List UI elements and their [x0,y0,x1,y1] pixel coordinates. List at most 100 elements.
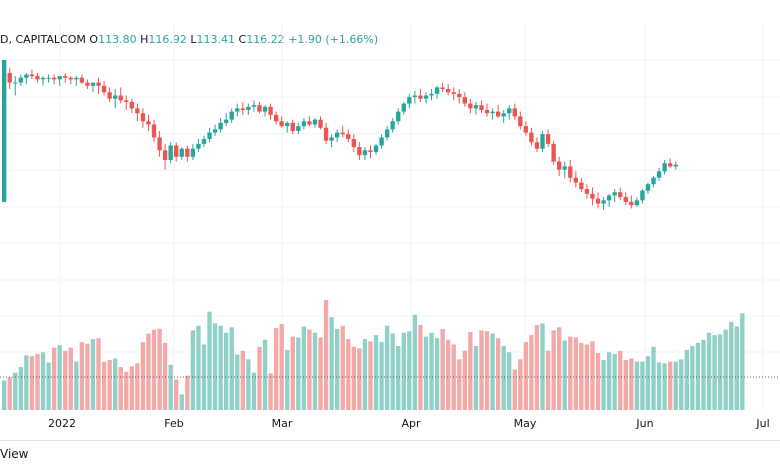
volume-bar [351,346,356,410]
x-tick-label: Jul [755,417,769,430]
volume-bar [618,350,623,410]
volume-bar [595,353,601,410]
candle-body [629,201,634,206]
candle-body [179,148,184,157]
candle-body [529,132,534,143]
x-tick-label: May [514,417,537,430]
volume-bar [473,346,479,410]
volume-bar [673,361,678,410]
volume-bar [279,324,284,410]
candle-body [335,132,340,138]
candle-body [2,60,7,202]
candle-body [507,108,512,114]
price-chart[interactable]: 2022 Feb Mar Apr May Jun Jul [0,24,780,440]
footer-label[interactable]: View [0,447,29,461]
candle-body [423,95,429,99]
open-value: 113.80 [98,33,137,46]
volume-bar [118,367,123,410]
volume-bar [501,346,506,410]
volume-bar [362,339,368,410]
volume-bar [268,373,273,410]
volume-bar [590,341,595,410]
x-tick-label: Jun [635,417,653,430]
change-value: +1.90 (+1.66%) [288,33,379,46]
volume-bar [246,359,251,410]
candle-body [401,103,406,112]
volume-bar [396,346,401,410]
candle-body [396,111,401,122]
candle-body [46,77,51,79]
candle-body [573,177,578,183]
close-value: 116.22 [246,33,285,46]
candle-body [373,145,379,152]
volume-bar [157,328,162,410]
candle-body [113,95,118,99]
volume-bar [507,352,512,410]
volume-bar [640,361,645,410]
candle-body [362,150,368,156]
open-label: O [89,33,99,46]
top-toolbar [0,0,780,24]
volume-bar [68,347,73,410]
volume-bar [512,369,517,410]
volume-bar [185,375,190,410]
candle-body [473,105,479,109]
candle-body [224,119,229,123]
candle-body [157,137,162,151]
candle-body [57,76,62,80]
volume-bar [623,360,628,410]
candle-body [618,192,623,198]
low-value: 113.41 [196,33,236,46]
candle-body [29,74,35,77]
volume-bar [518,359,523,410]
candle-body [379,137,384,146]
candle-body [90,82,96,86]
symbol-name[interactable]: D, CAPITALCOM [0,33,86,46]
volume-bar [545,350,551,410]
candle-body [63,76,68,78]
volume-bar [285,349,290,410]
volume-bar [629,358,634,410]
volume-bar [257,346,262,410]
volume-bar [35,353,40,410]
candle-body [7,72,12,83]
volume-bar [484,331,490,410]
x-axis: 2022 Feb Mar Apr May Jun Jul [48,417,770,430]
candle-body [412,95,418,98]
candle-body [268,106,273,115]
volume-bar [113,358,118,410]
candle-body [540,134,545,149]
candle-body [645,184,651,191]
x-tick-label: Feb [164,417,183,430]
candle-body [429,93,434,96]
candle-body [151,124,157,138]
grid-lines [0,24,780,410]
candle-body [484,110,490,114]
volume-bar [584,344,590,410]
candle-body [601,200,606,204]
candle-body [174,145,179,157]
volume-bar [579,342,584,410]
candle-body [329,137,334,141]
candle-body [357,147,362,156]
volume-bar [251,372,257,410]
candle-body [296,126,301,131]
volume-bar [706,332,712,410]
volume-bar [318,337,323,410]
candle-body [518,116,523,127]
volume-bar [734,326,739,410]
volume-bar [340,325,345,410]
volume-bar [446,339,451,410]
volume-bar [462,350,467,410]
volume-bar [407,331,412,410]
candle-body [673,164,678,167]
volume-bar [196,325,201,410]
volume-bar [135,363,140,410]
candle-body [285,122,290,127]
candle-body [534,142,540,149]
volume-bar [557,327,562,410]
low-label: L [190,33,197,46]
volume-bar [695,342,701,410]
volume-bar [174,379,179,410]
candle-body [346,134,351,140]
